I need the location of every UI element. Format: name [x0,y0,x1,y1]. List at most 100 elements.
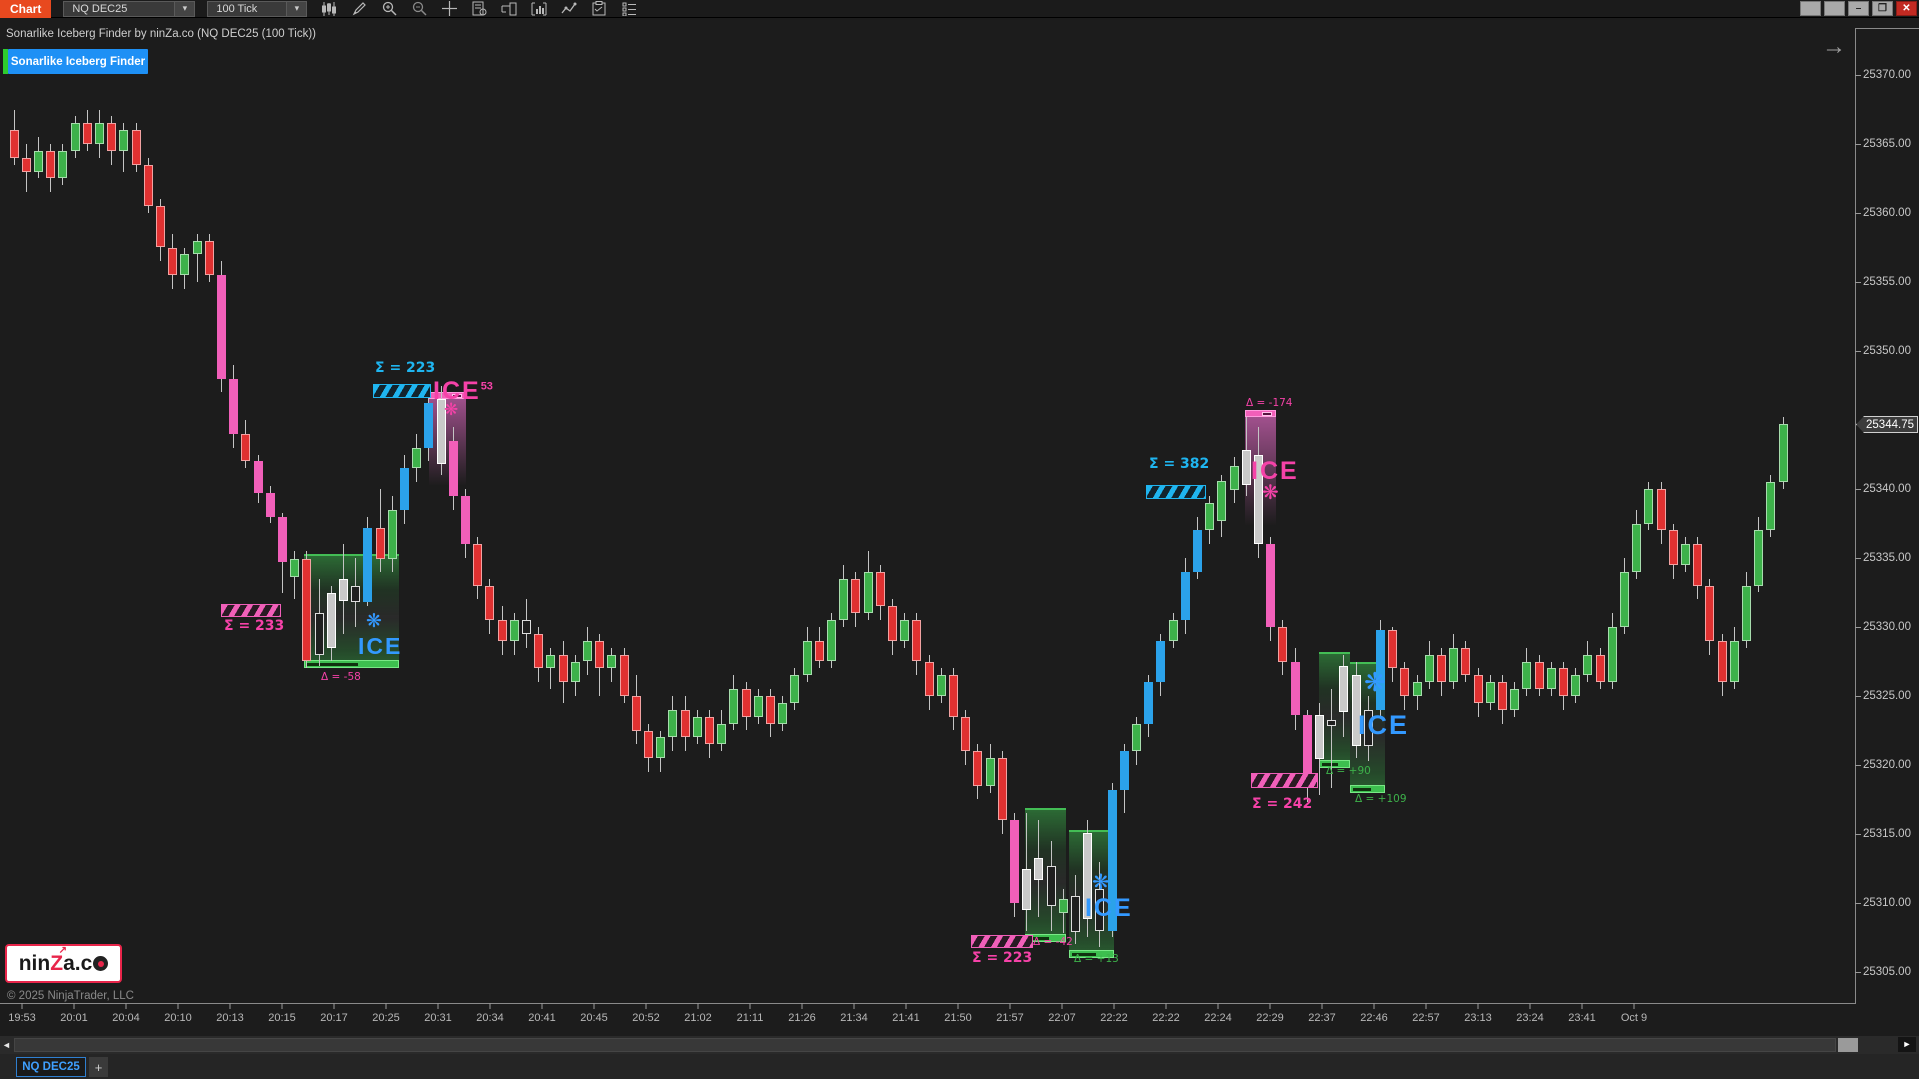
candlestick [1095,889,1105,931]
scroll-right-icon[interactable]: ► [1898,1037,1916,1052]
window-button-1[interactable] [1800,1,1821,16]
price-axis-label: 25325.00 [1863,690,1911,702]
candlestick [1485,682,1495,703]
panel-expand-arrow-icon[interactable]: → [1822,33,1846,60]
candlestick [412,447,422,469]
window-controls: – ❐ ✕ [1800,1,1917,16]
add-tab-button[interactable]: + [89,1057,108,1077]
indicator-button[interactable]: Sonarlike Iceberg Finder [8,49,148,74]
candlestick [290,559,300,578]
price-axis-line [1855,28,1856,1003]
candlestick [143,164,153,207]
sum-label: Σ = 223 [375,360,436,376]
price-axis-tick [1855,144,1861,145]
scrollbar-thumb[interactable] [14,1038,1836,1052]
close-button[interactable]: ✕ [1896,1,1917,16]
price-axis-label: 25350.00 [1863,345,1911,357]
time-axis-label: 21:26 [788,1012,816,1024]
time-axis-tick [957,1003,959,1009]
delta-label: Δ = -42 [1033,936,1073,948]
time-axis-label: 22:29 [1256,1012,1284,1024]
window-button-2[interactable] [1824,1,1845,16]
price-axis-tick [1855,765,1861,766]
candlestick [546,654,556,669]
chevron-down-icon[interactable]: ▾ [286,1,307,16]
candlestick [1741,585,1751,641]
time-axis-label: 22:07 [1048,1012,1076,1024]
drawing-tools-icon[interactable] [347,1,371,17]
time-axis-label: 23:13 [1464,1012,1492,1024]
chart-style-icon[interactable] [317,1,341,17]
ice-label: ICE [1085,894,1133,922]
interval-selector[interactable]: 100 Tick ▾ [207,0,308,17]
candlestick [1058,898,1068,913]
candlestick [1680,544,1690,565]
candlestick [997,758,1007,821]
tab-nq-dec25[interactable]: NQ DEC25 [16,1057,86,1077]
price-axis-label: 25330.00 [1863,621,1911,633]
candlestick [521,620,531,634]
time-axis-tick [749,1003,751,1009]
candlestick [1412,682,1422,696]
time-axis-tick [1633,1003,1635,1009]
candlestick [717,723,727,745]
candlestick [558,654,568,683]
scroll-left-icon[interactable]: ◄ [2,1040,11,1050]
data-box-icon[interactable] [467,1,491,17]
volume-icon[interactable] [527,1,551,17]
time-axis-label: 22:37 [1308,1012,1336,1024]
time-axis-line [0,1003,1856,1004]
time-axis-tick [1165,1003,1167,1009]
snowflake-icon: ❋ [1364,668,1386,698]
time-axis-tick [853,1003,855,1009]
price-axis-tick [1855,972,1861,973]
time-axis-label: 22:22 [1152,1012,1180,1024]
candlestick [1327,719,1337,727]
delta-label: Δ = +109 [1355,793,1407,805]
candlestick [1046,865,1056,906]
time-axis-label: 20:15 [268,1012,296,1024]
crosshair-icon[interactable] [437,1,461,17]
sum-hatch-bar [1146,485,1206,499]
zoom-in-icon[interactable] [377,1,401,17]
candlestick [1083,832,1093,920]
time-axis-tick [177,1003,179,1009]
time-axis-tick [697,1003,699,1009]
strategy-analyzer-icon[interactable] [587,1,611,17]
time-axis-label: 19:53 [8,1012,36,1024]
candlestick [460,495,470,545]
iceberg-bottom-bar [304,660,399,669]
candlestick [204,240,214,276]
iceberg-zone [429,392,466,487]
candlestick [424,403,434,448]
candlestick [973,751,983,786]
zoom-out-icon[interactable] [407,1,431,17]
candlestick [1022,868,1032,910]
chart-menu-button[interactable]: Chart [0,0,52,18]
time-axis-label: 22:22 [1100,1012,1128,1024]
instrument-selector[interactable]: NQ DEC25 ▾ [63,0,196,17]
minimize-button[interactable]: – [1848,1,1869,16]
indicator-color-strip [3,49,8,74]
delta-label: Δ = -174 [1246,397,1293,409]
time-axis-tick [593,1003,595,1009]
scrollbar-end-block[interactable] [1838,1038,1858,1052]
restore-button[interactable]: ❐ [1872,1,1893,16]
time-axis-tick [1113,1003,1115,1009]
indicators-icon[interactable] [557,1,581,17]
candlestick [1693,544,1703,586]
sum-hatch-bar [1251,773,1318,788]
candlestick [802,640,812,676]
candlestick [582,640,592,662]
price-axis-tick [1855,213,1861,214]
chevron-down-icon[interactable]: ▾ [174,1,195,16]
candlestick [814,640,824,662]
chart-trader-icon[interactable] [497,1,521,17]
candlestick [1754,530,1764,586]
candlestick [741,689,751,717]
price-axis-label: 25360.00 [1863,207,1911,219]
time-axis-tick [1009,1003,1011,1009]
properties-icon[interactable] [617,1,641,17]
iceberg-zone [1025,807,1066,942]
candlestick [1607,627,1617,683]
